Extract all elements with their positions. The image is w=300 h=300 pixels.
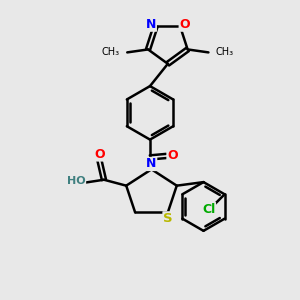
Text: HO: HO [67,176,86,186]
Text: O: O [94,148,105,161]
Text: CH₃: CH₃ [102,47,120,57]
Text: S: S [163,212,172,225]
Text: O: O [179,18,190,31]
Text: CH₃: CH₃ [216,47,234,57]
Text: N: N [146,158,157,170]
Text: O: O [167,149,178,162]
Text: N: N [146,18,156,31]
Text: Cl: Cl [202,202,215,216]
